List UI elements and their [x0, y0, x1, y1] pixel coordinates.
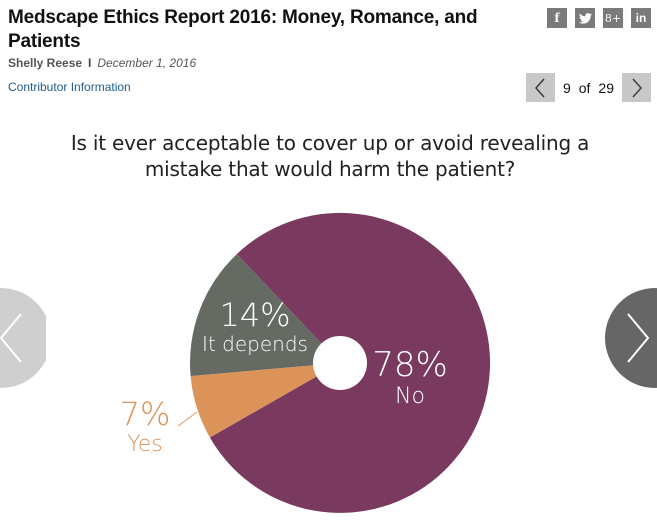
of-label: of	[578, 79, 591, 96]
facebook-icon: f	[554, 11, 560, 25]
chevron-left-icon	[0, 313, 22, 363]
label-yes: 7% Yes	[105, 396, 185, 458]
google-plus-share-button[interactable]: 8+	[603, 8, 623, 28]
survey-question: Is it ever acceptable to cover up or avo…	[70, 131, 590, 181]
current-slide-number: 9	[562, 79, 571, 96]
byline: Shelly Reese I December 1, 2016	[8, 56, 196, 70]
yes-leader-line	[177, 411, 198, 427]
article-title: Medscape Ethics Report 2016: Money, Roma…	[8, 7, 478, 52]
slide-pager: 9 of 29	[525, 73, 651, 102]
previous-slide-button[interactable]	[525, 73, 555, 102]
label-no: 78% No	[355, 346, 465, 410]
pie-slice-yes	[190, 363, 340, 438]
yes-percent: 7%	[119, 395, 171, 433]
label-it-depends: 14% It depends	[180, 298, 330, 356]
author-name: Shelly Reese	[8, 56, 83, 70]
next-slide-button[interactable]	[622, 73, 651, 102]
next-arrow-button[interactable]	[605, 288, 657, 388]
slide-counter: 9 of 29	[555, 80, 622, 96]
linkedin-icon: in	[635, 11, 647, 25]
linkedin-share-button[interactable]: in	[631, 8, 651, 28]
chevron-right-icon	[627, 313, 650, 363]
it-depends-label: It depends	[202, 332, 308, 356]
google-plus-icon: 8+	[604, 11, 622, 25]
total-slides: 29	[598, 79, 614, 96]
contributor-information-link[interactable]: Contributor Information	[8, 80, 131, 94]
yes-label: Yes	[127, 432, 163, 457]
social-share-bar: f 8+ in	[547, 8, 651, 28]
donut-hole	[313, 336, 367, 390]
twitter-icon	[578, 12, 592, 24]
chevron-right-icon	[631, 78, 642, 97]
no-label: No	[395, 384, 425, 409]
chevron-left-icon	[535, 78, 545, 97]
previous-arrow-button[interactable]	[0, 288, 46, 388]
byline-separator: I	[88, 56, 92, 70]
no-percent: 78%	[372, 345, 448, 385]
it-depends-percent: 14%	[219, 296, 291, 334]
pie-slice-it-depends	[190, 254, 340, 377]
twitter-share-button[interactable]	[575, 8, 595, 28]
facebook-share-button[interactable]: f	[547, 8, 567, 28]
publish-date: December 1, 2016	[97, 56, 197, 70]
